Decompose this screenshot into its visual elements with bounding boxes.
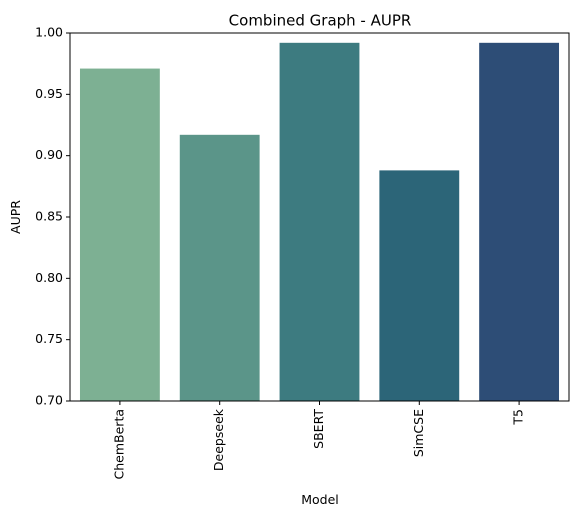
x-tick-label: T5	[511, 409, 526, 426]
bar-chemberta	[79, 68, 160, 401]
chart-title: Combined Graph - AUPR	[229, 12, 412, 30]
y-axis-ticks: 0.70 0.75 0.80 0.85 0.90 0.95 1.00	[35, 25, 70, 408]
bars-group	[79, 42, 560, 402]
bar-t5	[479, 42, 560, 402]
x-tick-label: SBERT	[311, 409, 326, 449]
y-tick-label: 0.95	[35, 86, 63, 101]
y-tick-label: 0.70	[35, 393, 63, 408]
y-axis-label: AUPR	[8, 200, 23, 234]
y-tick-label: 0.85	[35, 209, 63, 224]
x-axis-label: Model	[301, 492, 339, 507]
plot-frame	[69, 32, 570, 402]
x-tick-label: Deepseek	[211, 408, 226, 471]
y-tick-label: 0.80	[35, 270, 63, 285]
bar-deepseek	[179, 134, 260, 401]
bar-simcse	[379, 170, 460, 401]
y-tick-label: 0.75	[35, 331, 63, 346]
bar-sbert	[279, 42, 360, 402]
x-tick-label: SimCSE	[411, 409, 426, 457]
x-axis-ticks: ChemBerta Deepseek SBERT SimCSE T5	[111, 401, 526, 479]
y-tick-label: 0.90	[35, 147, 63, 162]
x-tick-label: ChemBerta	[111, 409, 126, 479]
y-tick-label: 1.00	[35, 25, 63, 40]
